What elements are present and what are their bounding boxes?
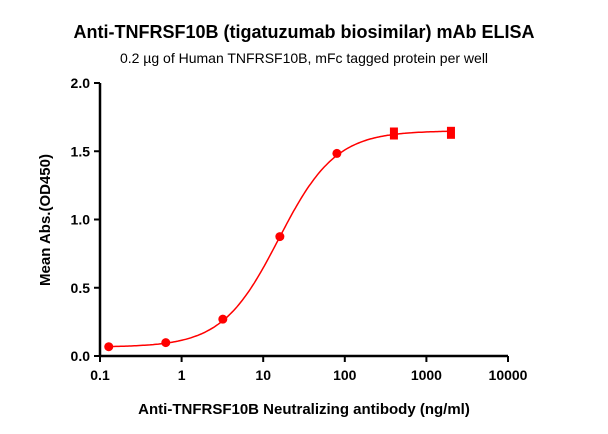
- chart-subtitle: 0.2 µg of Human TNFRSF10B, mFc tagged pr…: [119, 50, 489, 66]
- x-tick-label: 10: [255, 367, 271, 383]
- x-tick-label: 100: [333, 367, 357, 383]
- y-tick-label: 1.5: [71, 143, 91, 159]
- x-tick-label: 1000: [411, 367, 442, 383]
- chart-title: Anti-TNFRSF10B (tigatuzumab biosimilar) …: [73, 22, 535, 42]
- data-point: [332, 148, 342, 158]
- y-tick-label: 0.5: [71, 280, 91, 296]
- data-point: [104, 342, 114, 352]
- y-axis-label: Mean Abs.(OD450): [37, 154, 54, 286]
- y-tick-label: 1.0: [71, 212, 91, 228]
- y-tick-label: 0.0: [71, 348, 91, 364]
- y-tick-label: 2.0: [71, 75, 91, 91]
- data-point: [275, 232, 285, 242]
- x-tick-label: 1: [178, 367, 186, 383]
- data-point: [161, 338, 171, 348]
- data-point: [218, 314, 228, 324]
- data-point: [389, 127, 398, 140]
- x-tick-label: 0.1: [90, 367, 110, 383]
- data-point: [446, 126, 455, 139]
- x-tick-label: 10000: [489, 367, 528, 383]
- x-axis-label: Anti-TNFRSF10B Neutralizing antibody (ng…: [138, 401, 470, 418]
